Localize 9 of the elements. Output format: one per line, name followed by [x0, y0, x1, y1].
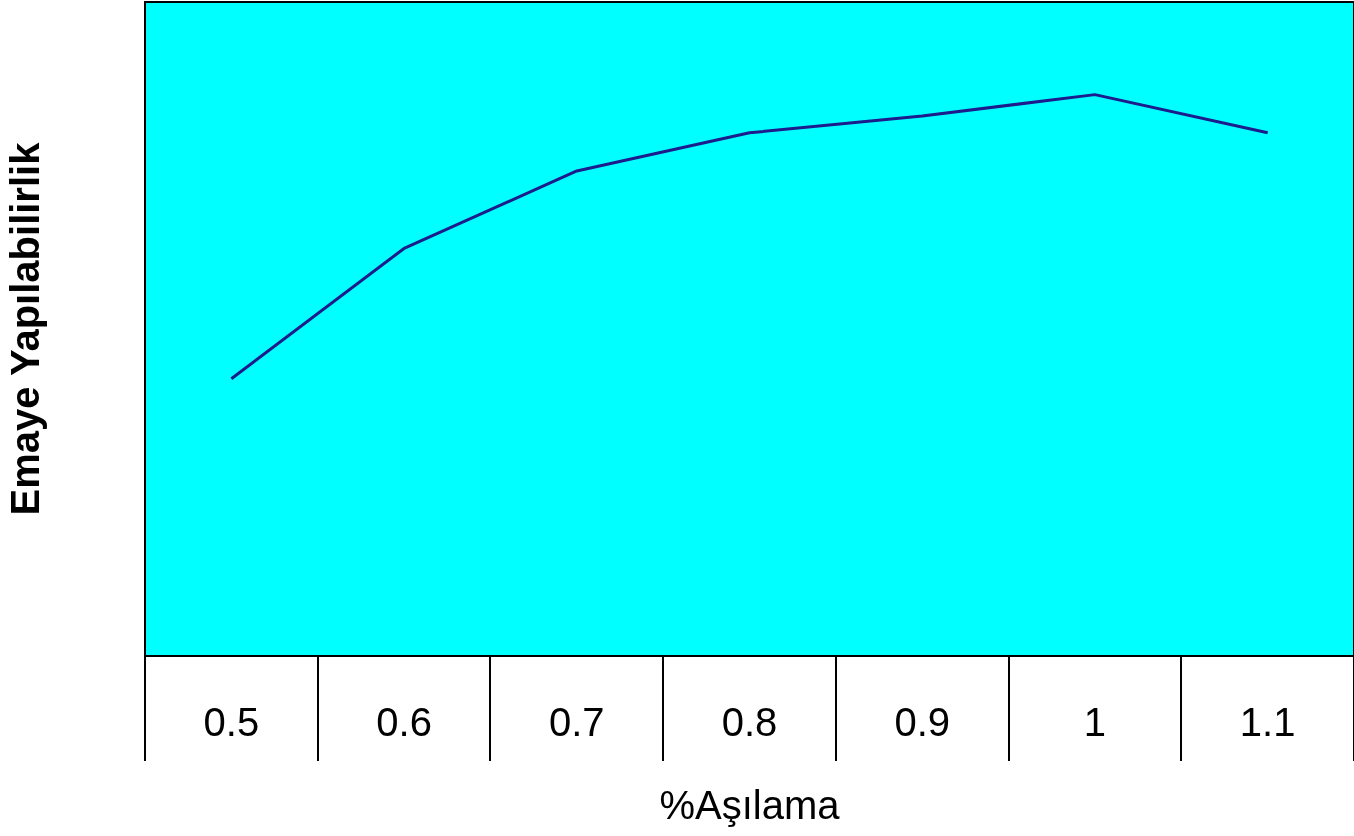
x-tick-label: 0.9	[894, 700, 951, 745]
x-tick-label: 0.5	[203, 700, 260, 745]
x-tick-label: 1.1	[1239, 700, 1296, 745]
x-axis-title: %Aşılama	[659, 783, 841, 828]
x-tick-label: 0.8	[721, 700, 778, 745]
x-tick-label: 0.7	[548, 700, 605, 745]
y-axis-title: Emaye Yapılabilirlik	[3, 141, 48, 516]
x-tick-label: 0.6	[376, 700, 432, 745]
x-tick-label: 1	[1083, 700, 1107, 745]
